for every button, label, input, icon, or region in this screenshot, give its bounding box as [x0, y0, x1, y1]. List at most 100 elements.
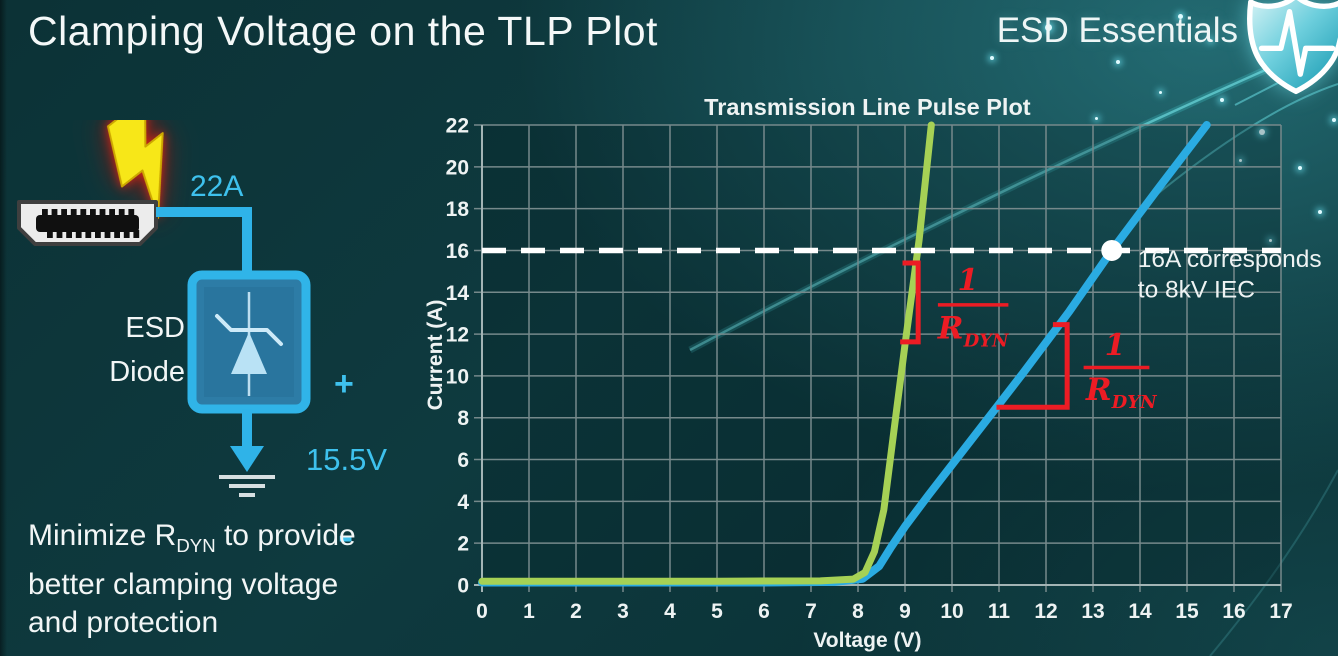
y-tick-label: 12: [446, 324, 469, 347]
footer-line3: and protection: [28, 606, 219, 639]
hdmi-pin: [128, 209, 135, 217]
particle-dot: [1044, 23, 1052, 31]
hdmi-pin: [75, 230, 82, 238]
esd-diode-label: ESD Diode: [55, 306, 185, 394]
y-axis-label: Current (A): [425, 300, 447, 411]
particle-dot: [1259, 129, 1265, 135]
particle-dot: [1094, 116, 1098, 120]
footer-line1-post: to provide: [215, 519, 356, 552]
y-tick-label: 16: [446, 240, 469, 263]
shield-pulse-logo-icon: [1247, 0, 1338, 95]
particle-dot: [1208, 38, 1212, 42]
heartbeat-pulse-icon: [1258, 8, 1336, 77]
particle-dot: [990, 56, 994, 60]
hdmi-pin: [104, 230, 111, 238]
particle-dot: [1158, 90, 1162, 94]
esd-diode-label-line2: Diode: [109, 356, 185, 388]
hdmi-pin: [109, 209, 115, 217]
plus-polarity-label: +: [334, 365, 354, 403]
hdmi-pin: [85, 230, 92, 238]
arrow-down-icon: [230, 446, 264, 472]
hdmi-pin: [114, 230, 120, 238]
y-tick-label: 8: [457, 407, 469, 430]
esd-circuit-diagram: [17, 120, 311, 497]
hdmi-pin: [70, 209, 77, 217]
x-tick-label: 10: [940, 600, 963, 623]
hdmi-pin: [66, 230, 72, 238]
tvs-diode-symbol-icon: [215, 292, 283, 396]
hdmi-pin: [51, 209, 58, 217]
x-tick-label: 15: [1175, 600, 1199, 623]
x-axis-label: Voltage (V): [813, 629, 921, 652]
ground-symbol-icon: [219, 475, 275, 497]
particle-dot: [1268, 238, 1272, 242]
surge-current-label: 22A: [190, 170, 244, 203]
x-tick-label: 1: [523, 600, 535, 623]
series-green_curve: [478, 121, 935, 585]
footer-line1-sub: DYN: [176, 535, 216, 556]
marker-label-line1: 16A corresponds: [1138, 246, 1322, 273]
fraction-numerator-rdyn-blue: 1: [1105, 328, 1126, 363]
y-tick-label: 2: [457, 533, 469, 556]
y-tick-label: 10: [446, 365, 469, 388]
x-tick-label: 9: [899, 600, 911, 623]
x-tick-label: 11: [988, 600, 1011, 623]
hdmi-pin: [133, 230, 140, 238]
hdmi-pin-block: [36, 215, 139, 232]
wire: [156, 207, 252, 282]
x-tick-label: 17: [1269, 600, 1292, 623]
marker-dot: [1101, 239, 1123, 261]
minus-polarity-label: -: [338, 509, 354, 561]
brand-label: ESD Essentials: [996, 11, 1238, 50]
chart-title: Transmission Line Pulse Plot: [704, 94, 1031, 120]
hdmi-pin: [47, 230, 53, 238]
hdmi-connector-icon: [17, 200, 158, 246]
particle-dot: [1332, 118, 1336, 122]
fraction-numerator-rdyn-green: 1: [958, 263, 979, 298]
x-tick-label: 6: [758, 600, 770, 623]
hdmi-pin: [80, 209, 87, 217]
particle-dot: [1177, 13, 1183, 19]
hdmi-pin: [90, 209, 96, 217]
x-tick-label: 7: [805, 600, 817, 623]
y-tick-label: 14: [446, 282, 470, 305]
footer-note: Minimize RDYN to provide better clamping…: [28, 517, 356, 643]
hdmi-pin: [99, 209, 106, 217]
x-tick-label: 12: [1034, 600, 1057, 623]
y-tick-label: 20: [446, 156, 469, 179]
hdmi-pin: [42, 209, 48, 217]
x-tick-label: 0: [476, 600, 488, 623]
marker-label-line2: to 8kV IEC: [1138, 276, 1255, 303]
particle-dot: [1318, 210, 1322, 214]
slope-bracket-rdyn-blue: [996, 322, 1070, 410]
x-tick-label: 5: [711, 600, 723, 623]
y-tick-label: 6: [457, 449, 469, 472]
hdmi-pin: [118, 209, 125, 217]
y-tick-label: 0: [457, 575, 469, 598]
clamp-voltage-label: 15.5V: [306, 442, 388, 477]
particle-dot: [1298, 166, 1302, 170]
esd-diode-label-line1: ESD: [125, 312, 185, 344]
particle-dot: [1238, 158, 1242, 162]
hdmi-pins: [42, 209, 140, 238]
y-tick-label: 22: [446, 115, 469, 138]
footer-line2: better clamping voltage: [28, 567, 339, 601]
hdmi-pin: [95, 230, 101, 238]
slope-bracket-rdyn-green: [900, 260, 921, 345]
x-tick-label: 8: [852, 600, 864, 623]
page-title: Clamping Voltage on the TLP Plot: [28, 8, 658, 54]
hdmi-pin: [61, 209, 67, 217]
hdmi-pin: [56, 230, 63, 238]
y-tick-label: 4: [457, 491, 469, 514]
hdmi-pin: [123, 230, 130, 238]
footer-line1-pre: Minimize R: [28, 519, 177, 552]
y-tick-label: 18: [446, 198, 470, 221]
x-tick-label: 3: [617, 600, 629, 623]
particle-dot: [1116, 60, 1120, 64]
x-tick-label: 4: [664, 600, 676, 623]
x-tick-label: 2: [570, 600, 582, 623]
x-tick-label: 14: [1128, 600, 1152, 623]
x-tick-label: 13: [1081, 600, 1104, 623]
